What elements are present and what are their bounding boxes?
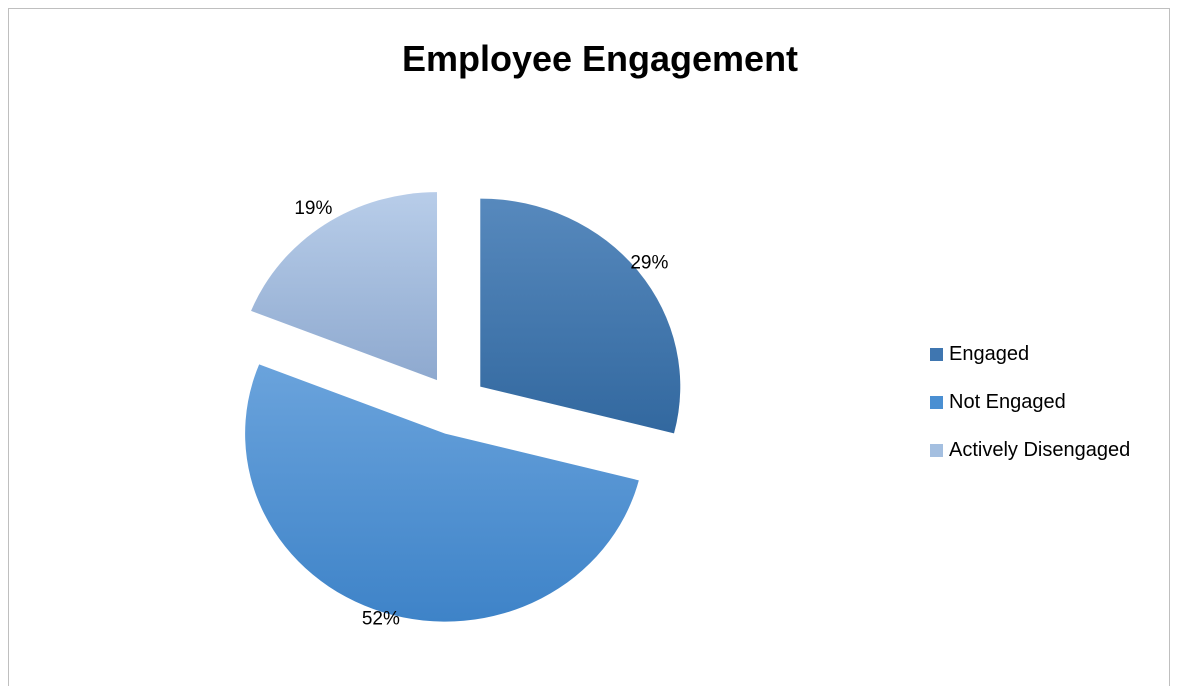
- pie-slice-actively-disengaged: [251, 192, 438, 381]
- chart-title: Employee Engagement: [401, 38, 799, 79]
- legend-swatch-engaged: [930, 347, 943, 361]
- legend-item-actively-disengaged: Actively Disengaged: [930, 426, 1130, 474]
- slice-label-engaged: 29%: [630, 252, 668, 273]
- legend-swatch-not-engaged: [930, 395, 943, 409]
- legend-item-not-engaged: Not Engaged: [930, 378, 1130, 426]
- slice-label-not-engaged: 52%: [362, 609, 400, 630]
- legend: Engaged Not Engaged Actively Disengaged: [930, 330, 1130, 474]
- pie-slice-engaged: [480, 198, 681, 434]
- legend-label-engaged: Engaged: [949, 342, 1030, 365]
- legend-label-not-engaged: Not Engaged: [949, 390, 1066, 413]
- legend-item-engaged: Engaged: [930, 330, 1130, 378]
- pie-slice-not-engaged: [245, 364, 639, 622]
- slice-label-actively-disengaged: 19%: [294, 198, 332, 219]
- legend-swatch-actively-disengaged: [930, 443, 943, 457]
- legend-label-actively-disengaged: Actively Disengaged: [949, 438, 1131, 461]
